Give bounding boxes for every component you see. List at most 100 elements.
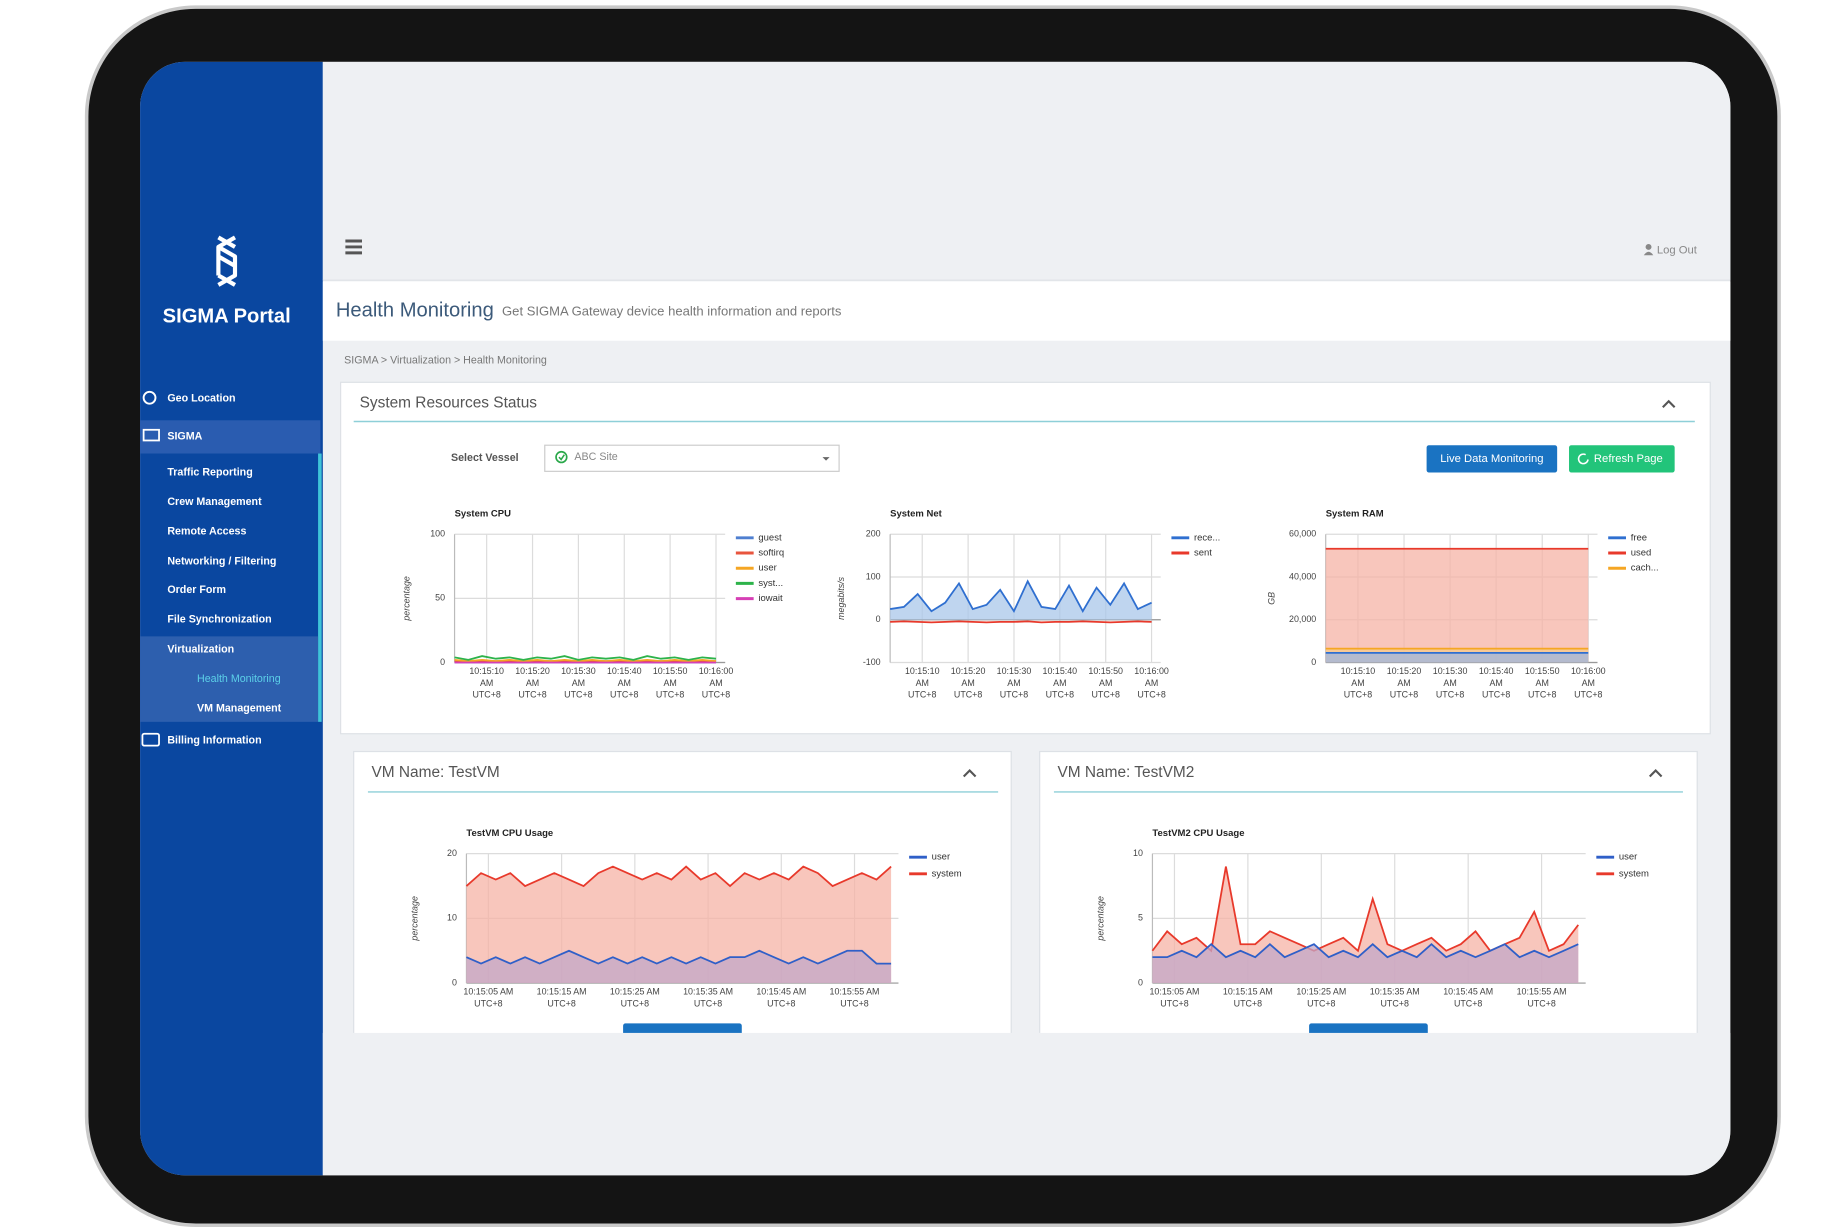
x-tick-label: 10:15:15 AM UTC+8 <box>537 987 587 1009</box>
y-tick-label: 60,000 <box>1289 529 1316 539</box>
line <box>890 579 1152 614</box>
card-icon <box>141 732 160 747</box>
chart-title: System CPU <box>455 509 512 520</box>
x-tick-label: 10:15:45 AM UTC+8 <box>1443 987 1493 1009</box>
y-tick-label: 50 <box>435 593 445 603</box>
x-tick-label: 10:15:30 AM UTC+8 <box>561 666 596 700</box>
x-tick-label: 10:15:10 AM UTC+8 <box>1341 666 1376 700</box>
legend-label: used <box>1631 548 1652 559</box>
legend-label: iowait <box>758 593 783 604</box>
user-icon <box>1645 243 1652 250</box>
menu-item[interactable]: Order Form <box>167 584 226 596</box>
x-tick-label: 10:15:40 AM UTC+8 <box>1479 666 1514 700</box>
y-tick-label: 0 <box>440 657 445 667</box>
y-tick-label: 0 <box>876 614 881 624</box>
menu-item[interactable]: Geo Location <box>167 393 235 405</box>
x-tick-label: 10:15:10 AM UTC+8 <box>905 666 940 700</box>
panel-title: System Resources Status <box>360 395 538 412</box>
x-tick-label: 10:15:55 AM UTC+8 <box>1517 987 1567 1009</box>
y-axis-label: GB <box>1267 592 1277 605</box>
x-tick-label: 10:16:00 AM UTC+8 <box>1571 666 1606 700</box>
live-button[interactable] <box>1426 445 1558 473</box>
vm-panel <box>1039 750 1698 1049</box>
x-tick-label: 10:15:15 AM UTC+8 <box>1223 987 1273 1009</box>
x-tick-label: 10:16:00 AM UTC+8 <box>1134 666 1169 700</box>
x-tick-label: 10:15:35 AM UTC+8 <box>683 987 733 1009</box>
submenu-active-bg <box>140 636 319 722</box>
chart: TestVM2 CPU Usage percentage 0 5 10 10:15:05 … <box>1096 828 1649 1009</box>
y-tick-label: 5 <box>1138 913 1143 923</box>
refresh-button[interactable] <box>1569 445 1675 473</box>
y-axis-label: percentage <box>1096 896 1106 942</box>
refresh-button-label[interactable]: Refresh Page <box>1594 453 1663 465</box>
y-tick-label: 0 <box>452 977 457 987</box>
x-tick-label: 10:15:05 AM UTC+8 <box>1149 987 1199 1009</box>
chart: System CPU percentage 0 50 100 10:15:10 AM UTC+… <box>401 509 784 700</box>
area <box>890 581 1152 620</box>
page-subtitle: Get SIGMA Gateway device health informat… <box>502 304 842 319</box>
y-tick-label: 10 <box>1133 848 1143 858</box>
sidebar <box>140 61 323 1176</box>
x-tick-label: 10:15:10 AM UTC+8 <box>469 666 504 700</box>
chart: System Net megabits/s -100 0 100 200 10:15:10 A… <box>836 509 1221 700</box>
page-title: Health Monitoring <box>336 299 494 321</box>
x-tick-label: 10:15:25 AM UTC+8 <box>1296 987 1346 1009</box>
submenu-bar <box>318 453 322 722</box>
line <box>466 949 892 965</box>
menu-item[interactable]: Remote Access <box>167 526 246 538</box>
x-tick-label: 10:15:20 AM UTC+8 <box>951 666 986 700</box>
chart: System RAM GB 0 20,000 40,000 60,000 10:15:10 A… <box>1267 509 1659 700</box>
x-tick-label: 10:15:20 AM UTC+8 <box>515 666 550 700</box>
legend-label: user <box>932 852 950 863</box>
menu-item[interactable]: Crew Management <box>167 496 262 508</box>
menu-item[interactable]: VM Management <box>197 703 282 715</box>
user-icon-body <box>1643 251 1654 256</box>
monitor-icon <box>142 428 160 442</box>
logout[interactable]: Log Out <box>1657 244 1698 256</box>
menu-item-active[interactable]: Health Monitoring <box>197 673 281 685</box>
x-tick-label: 10:15:30 AM UTC+8 <box>1433 666 1468 700</box>
menu-item[interactable]: Virtualization <box>167 643 234 655</box>
chart-title: System RAM <box>1326 509 1384 520</box>
collapse-chevron[interactable] <box>1648 769 1663 778</box>
breadcrumb[interactable]: SIGMA > Virtualization > Health Monitori… <box>344 355 547 367</box>
x-tick-label: 10:15:30 AM UTC+8 <box>997 666 1032 700</box>
menu-item[interactable]: File Synchronization <box>167 614 271 626</box>
collapse-chevron[interactable] <box>962 769 977 778</box>
y-tick-label: 100 <box>866 571 881 581</box>
menu-item[interactable]: SIGMA <box>167 431 202 443</box>
y-tick-label: 40,000 <box>1289 571 1316 581</box>
menu-item[interactable]: Traffic Reporting <box>167 466 252 478</box>
y-axis-label: percentage <box>410 896 420 942</box>
x-tick-label: 10:15:50 AM UTC+8 <box>653 666 688 700</box>
check-mark <box>558 454 565 461</box>
x-tick-label: 10:15:45 AM UTC+8 <box>756 987 806 1009</box>
select-caret <box>822 457 830 461</box>
menu-item[interactable]: Billing Information <box>167 735 261 747</box>
menu-item[interactable]: Networking / Filtering <box>167 555 276 567</box>
collapse-chevron[interactable] <box>1662 399 1676 408</box>
x-tick-label: 10:15:40 AM UTC+8 <box>607 666 642 700</box>
legend-label: system <box>1619 868 1649 879</box>
top-bar <box>322 61 1731 281</box>
y-tick-label: 0 <box>1311 657 1316 667</box>
legend-label: user <box>758 563 776 574</box>
legend-label: system <box>932 868 962 879</box>
legend-label: syst... <box>758 578 783 589</box>
line <box>890 620 1152 624</box>
live-button-label[interactable]: Live Data Monitoring <box>1440 453 1543 465</box>
vessel-select[interactable] <box>544 444 840 472</box>
title-bar <box>322 281 1731 341</box>
legend-label: rece... <box>1194 532 1220 543</box>
hamburger[interactable] <box>345 239 362 255</box>
y-axis-label: percentage <box>401 576 411 622</box>
chart: TestVM CPU Usage percentage 0 10 20 10:15:05 … <box>410 828 962 1009</box>
y-tick-label: 20,000 <box>1289 614 1316 624</box>
x-tick-label: 10:15:25 AM UTC+8 <box>610 987 660 1009</box>
line <box>454 655 717 661</box>
x-tick-label: 10:16:00 AM UTC+8 <box>699 666 734 700</box>
y-axis-label: megabits/s <box>836 576 846 620</box>
area <box>1325 652 1589 663</box>
legend-label: cach... <box>1631 563 1659 574</box>
